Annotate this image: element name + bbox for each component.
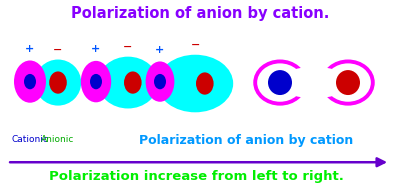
Ellipse shape (146, 61, 174, 102)
Ellipse shape (49, 71, 67, 94)
Ellipse shape (124, 71, 142, 94)
Ellipse shape (98, 57, 158, 108)
Ellipse shape (90, 74, 102, 89)
Ellipse shape (253, 57, 375, 108)
Ellipse shape (81, 61, 111, 102)
Text: Anionic: Anionic (41, 135, 75, 144)
Ellipse shape (268, 70, 292, 95)
Text: −: − (123, 42, 133, 52)
Ellipse shape (24, 74, 36, 89)
Text: −: − (53, 45, 63, 55)
Ellipse shape (157, 55, 233, 112)
Text: Polarization of anion by cation: Polarization of anion by cation (139, 134, 353, 147)
Ellipse shape (14, 60, 46, 103)
Text: +: + (91, 44, 101, 54)
Ellipse shape (323, 61, 373, 104)
Text: −: − (190, 40, 200, 50)
Ellipse shape (336, 70, 360, 95)
Ellipse shape (196, 72, 214, 95)
Ellipse shape (35, 60, 81, 106)
Text: Cationic: Cationic (12, 135, 48, 144)
Text: +: + (25, 44, 35, 54)
Text: Polarization of anion by cation.: Polarization of anion by cation. (71, 6, 329, 21)
Ellipse shape (154, 74, 166, 89)
Text: Polarization increase from left to right.: Polarization increase from left to right… (48, 170, 344, 183)
Text: +: + (155, 45, 165, 55)
Ellipse shape (255, 61, 305, 104)
Ellipse shape (279, 67, 349, 98)
